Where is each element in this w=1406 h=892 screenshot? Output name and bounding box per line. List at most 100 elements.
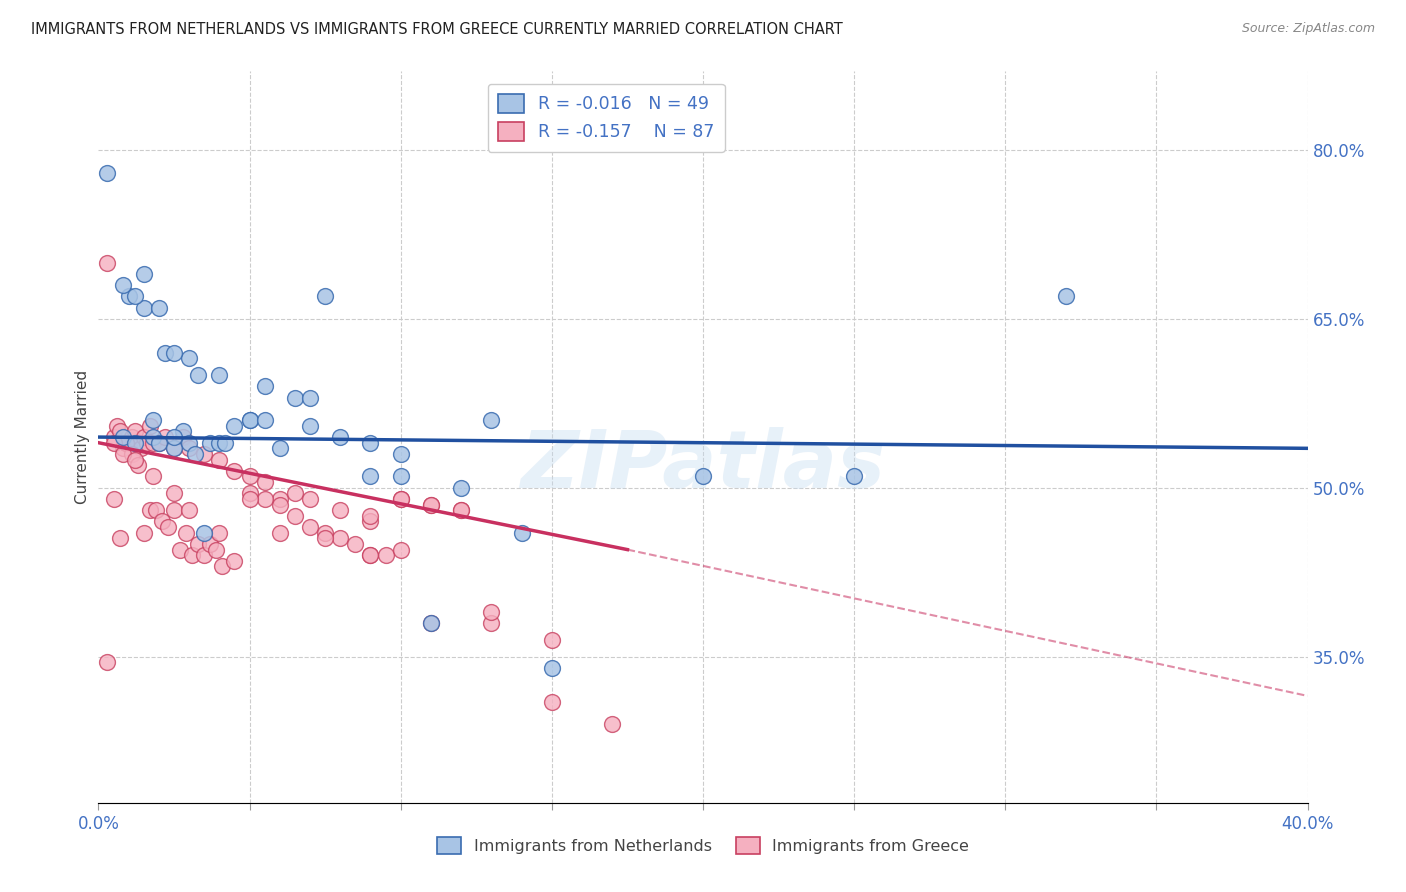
Point: [148, 435, 170, 450]
Point: [124, 289, 146, 303]
Legend: Immigrants from Netherlands, Immigrants from Greece: Immigrants from Netherlands, Immigrants …: [430, 830, 976, 861]
Point: [389, 542, 412, 557]
Point: [163, 345, 186, 359]
Point: [150, 515, 173, 529]
Point: [179, 503, 201, 517]
Point: [253, 379, 276, 393]
Point: [181, 548, 204, 562]
Point: [142, 413, 165, 427]
Point: [284, 391, 307, 405]
Point: [269, 442, 291, 456]
Point: [844, 469, 866, 483]
Point: [224, 464, 246, 478]
Point: [208, 452, 231, 467]
Point: [118, 289, 141, 303]
Point: [179, 351, 201, 366]
Point: [253, 491, 276, 506]
Point: [105, 418, 128, 433]
Point: [127, 435, 149, 450]
Point: [329, 430, 352, 444]
Point: [108, 532, 131, 546]
Point: [360, 548, 382, 562]
Point: [163, 486, 186, 500]
Point: [205, 542, 228, 557]
Point: [420, 615, 443, 630]
Point: [224, 418, 246, 433]
Point: [269, 525, 291, 540]
Point: [179, 435, 201, 450]
Point: [135, 435, 157, 450]
Point: [314, 289, 336, 303]
Point: [208, 435, 231, 450]
Point: [299, 520, 322, 534]
Point: [172, 430, 194, 444]
Point: [540, 661, 562, 675]
Point: [269, 498, 291, 512]
Point: [510, 525, 533, 540]
Point: [187, 537, 209, 551]
Point: [450, 503, 472, 517]
Point: [360, 515, 382, 529]
Point: [121, 447, 143, 461]
Point: [124, 452, 146, 467]
Point: [145, 503, 167, 517]
Point: [420, 498, 443, 512]
Point: [153, 430, 176, 444]
Point: [374, 548, 396, 562]
Point: [139, 503, 162, 517]
Point: [239, 486, 262, 500]
Point: [127, 458, 149, 473]
Point: [193, 447, 215, 461]
Point: [132, 525, 155, 540]
Point: [253, 475, 276, 489]
Point: [103, 491, 125, 506]
Point: [344, 537, 367, 551]
Point: [103, 430, 125, 444]
Point: [132, 301, 155, 315]
Point: [208, 525, 231, 540]
Point: [132, 267, 155, 281]
Point: [200, 435, 222, 450]
Point: [239, 413, 262, 427]
Point: [193, 525, 215, 540]
Point: [179, 442, 201, 456]
Point: [389, 447, 412, 461]
Point: [208, 368, 231, 383]
Point: [299, 418, 322, 433]
Point: [481, 413, 503, 427]
Point: [314, 525, 336, 540]
Point: [111, 278, 134, 293]
Point: [329, 532, 352, 546]
Point: [540, 632, 562, 647]
Point: [96, 255, 118, 269]
Y-axis label: Currently Married: Currently Married: [75, 370, 90, 504]
Point: [129, 442, 152, 456]
Point: [163, 442, 186, 456]
Point: [284, 508, 307, 523]
Point: [132, 430, 155, 444]
Text: IMMIGRANTS FROM NETHERLANDS VS IMMIGRANTS FROM GREECE CURRENTLY MARRIED CORRELAT: IMMIGRANTS FROM NETHERLANDS VS IMMIGRANT…: [31, 22, 842, 37]
Point: [329, 503, 352, 517]
Point: [481, 605, 503, 619]
Point: [187, 368, 209, 383]
Point: [299, 491, 322, 506]
Point: [299, 391, 322, 405]
Point: [269, 491, 291, 506]
Point: [114, 435, 136, 450]
Text: Source: ZipAtlas.com: Source: ZipAtlas.com: [1241, 22, 1375, 36]
Point: [96, 655, 118, 669]
Point: [284, 486, 307, 500]
Point: [540, 694, 562, 708]
Point: [420, 498, 443, 512]
Point: [214, 435, 236, 450]
Point: [420, 615, 443, 630]
Point: [148, 301, 170, 315]
Point: [450, 481, 472, 495]
Point: [360, 435, 382, 450]
Point: [314, 532, 336, 546]
Point: [1054, 289, 1077, 303]
Point: [163, 442, 186, 456]
Point: [239, 469, 262, 483]
Point: [184, 447, 207, 461]
Point: [108, 425, 131, 439]
